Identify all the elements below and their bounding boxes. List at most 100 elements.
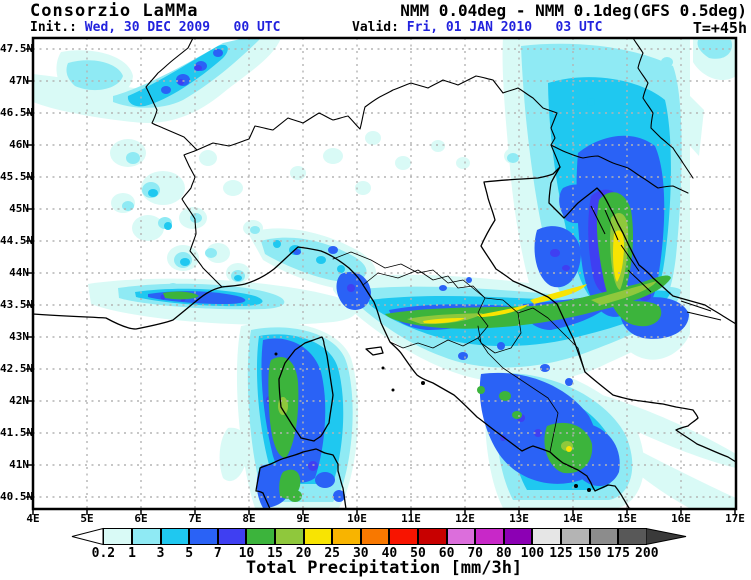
colorbar-segment-10-15 [246,528,275,545]
lon-label-14E: 14E [563,512,583,525]
colorbar-tick-15: 15 [267,546,283,561]
lat-label-44.5N: 44.5N [0,234,34,247]
colorbar-segment-80-100 [503,528,533,545]
colorbar-segment-15-20 [275,528,304,545]
colorbar-tick-60: 60 [438,546,455,561]
lead-time: T=+45h [692,19,747,37]
lon-label-10E: 10E [347,512,367,525]
precip-yellow-layer [423,230,624,452]
colorbar-tick-175: 175 [606,546,630,561]
colorbar-tick-10: 10 [238,546,255,561]
border-france-italy [181,149,223,288]
small-islands [274,352,591,492]
lat-lon-grid [33,38,736,509]
colorbar-segment-70-80 [475,528,504,545]
sardinia-north-coast [255,448,347,510]
colorbar-tick-20: 20 [295,546,312,561]
colorbar-tick-200: 200 [635,546,659,561]
elba-island [365,346,384,356]
border-alps-north [196,75,561,168]
lat-label-40.5N: 40.5N [0,490,34,503]
lon-label-15E: 15E [617,512,637,525]
coastline-layer [32,37,737,510]
lat-label-41.5N: 41.5N [0,426,34,439]
lon-label-13E: 13E [509,512,529,525]
colorbar-caption: Total Precipitation [mm/3h] [245,558,523,578]
lat-label-44N: 44N [9,266,29,279]
colorbar-tick-0.2: 0.2 [91,546,116,561]
lat-label-47N: 47N [9,74,29,87]
coast-mainland-west [32,246,632,510]
lat-label-46.5N: 46.5N [0,106,34,119]
colorbar-right-arrow [645,527,686,546]
lat-label-43N: 43N [9,330,29,343]
coast-adriatic [480,166,737,463]
lat-label-42N: 42N [9,394,29,407]
lat-label-45N: 45N [9,202,29,215]
lon-label-16E: 16E [671,512,691,525]
colorbar-tick-7: 7 [213,546,222,561]
colorbar-tick-1: 1 [128,546,136,561]
model-title: NMM 0.04deg - NMM 0.1deg(GFS 0.5deg) [400,1,747,20]
colorbar-segment-25-30 [332,528,361,545]
init-value: Wed, 30 DEC 2009 00 UTC [84,20,281,35]
init-time-line: Init.: Wed, 30 DEC 2009 00 UTC [30,20,280,35]
map-frame [31,36,738,511]
lat-label-42.5N: 42.5N [0,362,34,375]
lat-label-46N: 46N [9,138,29,151]
border-france-switzerland [145,37,198,151]
border-lazio-south [477,337,559,453]
colorbar-tick-80: 80 [495,546,512,561]
colorbar-tick-30: 30 [352,546,369,561]
corsica-outline [278,336,334,442]
croatian-islands [590,205,722,321]
border-slovenia-croatia [550,144,689,194]
colorbar-segment-7-10 [217,528,247,545]
colorbar-segment-5-7 [189,528,218,545]
lon-label-17E: 17E [725,512,745,525]
colorbar-segment-30-40 [360,528,390,545]
colorbar-segment-3-5 [160,528,190,545]
lat-label-43.5N: 43.5N [0,298,34,311]
colorbar-segment-100-125 [532,528,561,545]
colorbar-segment-60-70 [446,528,476,545]
colorbar-tick-5: 5 [185,546,194,561]
lon-label-9E: 9E [296,512,310,525]
colorbar-segment-150-175 [589,528,619,545]
coast-croatia [548,166,737,325]
lon-label-5E: 5E [80,512,94,525]
lat-label-45.5N: 45.5N [0,170,34,183]
init-label: Init.: [30,20,85,35]
lon-label-12E: 12E [455,512,475,525]
border-marche-abruzzo [517,307,586,373]
colorbar-segment-125-150 [561,528,590,545]
border-top-right [632,37,694,179]
colorbar-tick-40: 40 [381,546,398,561]
colorbar-tick-150: 150 [577,546,602,561]
lon-label-7E: 7E [188,512,202,525]
colorbar-left-arrow [72,527,104,546]
colorbar-segment-50-60 [418,528,447,545]
lon-label-8E: 8E [242,512,256,525]
colorbar-tick-25: 25 [324,546,341,561]
colorbar-segment-20-25 [303,528,333,545]
lon-label-11E: 11E [401,512,421,525]
weather-map [26,36,738,515]
brand-title: Consorzio LaMMa [30,1,199,21]
valid-value: Fri, 01 JAN 2010 03 UTC [406,20,603,35]
valid-time-line: Valid: Fri, 01 JAN 2010 03 UTC [352,20,602,35]
valid-label: Valid: [352,20,407,35]
colorbar-tick-125: 125 [549,546,573,561]
colorbar-tick-50: 50 [410,546,426,561]
border-apennine-ridge [332,251,486,299]
lat-label-47.5N: 47.5N [0,42,34,55]
colorbar-segment-175-200 [618,528,647,545]
colorbar-tick-100: 100 [520,546,545,561]
colorbar-tick-70: 70 [467,546,484,561]
lon-label-4E: 4E [26,512,40,525]
border-tuscany [362,269,489,349]
lat-label-41N: 41N [9,458,29,471]
border-umbria [477,297,522,354]
colorbar-segment-40-50 [389,528,418,545]
